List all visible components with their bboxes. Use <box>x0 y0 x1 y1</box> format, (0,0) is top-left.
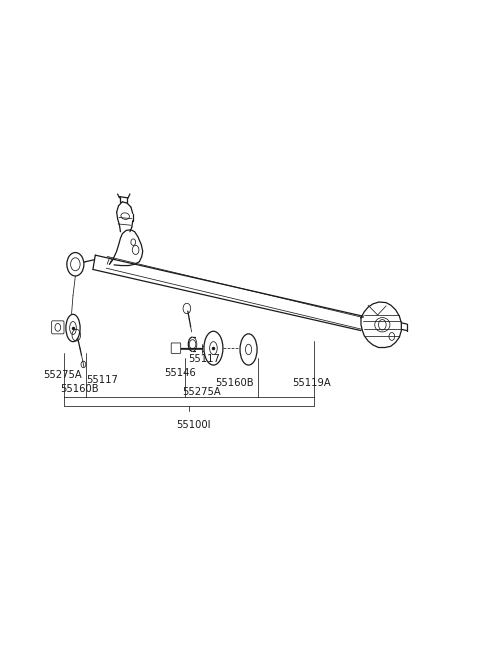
Ellipse shape <box>204 331 223 365</box>
Text: 55100I: 55100I <box>176 420 210 430</box>
FancyBboxPatch shape <box>171 343 180 354</box>
Ellipse shape <box>66 314 80 342</box>
Text: 55275A: 55275A <box>182 386 221 396</box>
FancyBboxPatch shape <box>52 321 64 334</box>
Text: 55117: 55117 <box>86 375 118 386</box>
Ellipse shape <box>240 334 257 365</box>
Text: 55160B: 55160B <box>215 378 253 388</box>
Circle shape <box>67 253 84 276</box>
Text: 55119A: 55119A <box>292 378 331 388</box>
Text: 55117: 55117 <box>188 354 220 364</box>
Text: 55275A: 55275A <box>43 370 82 380</box>
Text: 55146: 55146 <box>164 368 196 379</box>
Text: 55160B: 55160B <box>60 384 98 394</box>
